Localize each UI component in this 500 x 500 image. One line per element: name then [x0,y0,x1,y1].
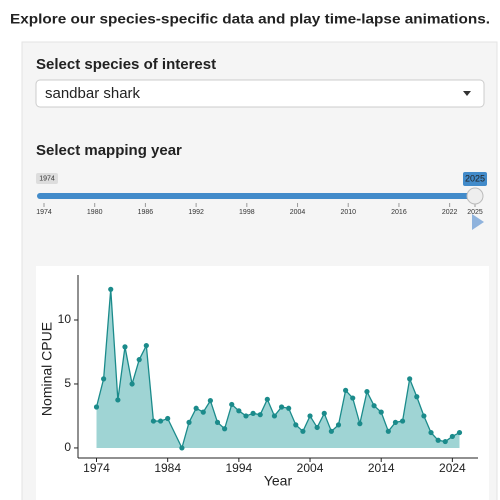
x-tick-label: 2024 [439,461,466,475]
slider-tick-label: 1986 [138,209,154,216]
point [385,428,391,434]
point [392,419,399,425]
point [435,437,441,443]
species-selected: sandbar shark [45,85,141,102]
point [449,433,455,440]
slider-handle[interactable] [466,187,484,205]
point [264,396,270,402]
slider-value-bubble [463,172,487,186]
point [300,428,306,434]
play-button[interactable] [472,214,484,230]
slider-tick-label: 2004 [290,209,306,216]
point [214,419,221,425]
slider-value-label: 2025 [465,173,485,183]
species-label: Select species of interest [36,56,216,73]
point [186,419,192,425]
point [257,412,263,418]
point [229,401,235,408]
point [165,415,171,422]
point [250,410,256,416]
point [271,413,278,419]
x-tick-label: 1994 [226,461,253,475]
slider-tick-label: 1998 [239,209,255,216]
slider-tick-label: 2016 [391,209,407,216]
x-tick-label: 1974 [83,461,110,475]
point [122,344,128,350]
area [96,289,460,448]
point [157,418,164,424]
slider-tick-label: 1974 [36,209,52,216]
point [328,428,334,434]
point [293,422,299,428]
point [399,418,406,424]
point [314,424,320,431]
point [101,376,107,382]
point [343,387,349,393]
species-dropdown[interactable] [35,79,485,108]
point [335,422,342,428]
point [108,286,114,292]
slider-tick-label: 2010 [340,209,356,216]
x-tick-label: 2014 [368,461,395,475]
x-tick-label: 1984 [154,461,181,475]
slider-tick-label: 2022 [442,209,458,216]
point [456,429,463,436]
slider-min-bubble [36,173,58,184]
point [414,394,420,400]
point [93,404,100,410]
year-label: Select mapping year [36,142,182,159]
page-title: Explore our species-specific data and pl… [10,11,490,27]
point [407,376,413,382]
point [222,426,228,432]
point [179,445,185,451]
dropdown-caret [463,91,471,96]
point [143,342,149,349]
slider-fill [37,193,475,199]
point [136,357,142,363]
y-axis-label: Nominal CPUE [39,322,55,416]
slider-tick-label: 1980 [87,209,103,216]
point [200,409,206,415]
point [371,403,377,409]
point [150,418,157,424]
point [115,397,121,403]
y-tick-label: 5 [64,376,71,390]
point [278,404,285,410]
point [428,429,434,436]
point [442,438,448,445]
point [364,389,370,395]
slider-tick-label: 1992 [188,209,204,216]
point [129,381,135,387]
point [321,410,327,416]
slider-tick-label: 2025 [467,209,483,216]
y-tick-label: 0 [64,440,71,454]
point [243,413,249,419]
x-tick-label: 2004 [297,461,324,475]
point [193,405,199,411]
point [357,421,363,427]
point [207,398,213,404]
y-tick-label: 10 [58,312,72,326]
x-axis-label: Year [264,473,293,489]
point [286,405,292,411]
point [350,395,356,401]
point [378,409,384,415]
point [236,408,242,414]
slider-min-label: 1974 [39,175,55,182]
point [421,413,427,419]
point [307,413,313,419]
